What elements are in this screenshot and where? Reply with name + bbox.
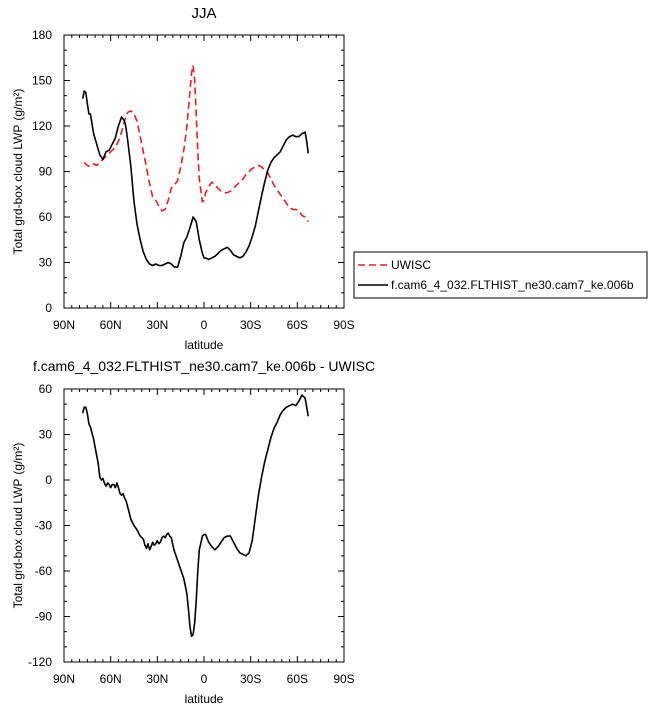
x-axis-label: latitude bbox=[185, 338, 224, 352]
chart-title: JJA bbox=[191, 5, 216, 22]
x-tick-label: 60N bbox=[100, 672, 122, 686]
x-tick-label: 30N bbox=[146, 318, 168, 332]
y-tick-label: 60 bbox=[39, 382, 53, 396]
x-tick-label: 30N bbox=[146, 672, 168, 686]
chart-title: f.cam6_4_032.FLTHIST_ne30.cam7_ke.006b -… bbox=[33, 358, 375, 374]
y-axis-label-unit: (g/m²) bbox=[11, 89, 25, 121]
y-tick-label: 0 bbox=[45, 473, 52, 487]
series-line-uwisc bbox=[83, 64, 309, 223]
x-tick-label: 0 bbox=[201, 672, 208, 686]
legend-label: f.cam6_4_032.FLTHIST_ne30.cam7_ke.006b bbox=[391, 278, 634, 292]
x-tick-label: 90N bbox=[53, 318, 75, 332]
y-tick-label: 30 bbox=[39, 428, 53, 442]
y-axis-label-text: Total grd-box cloud LWP bbox=[11, 479, 25, 609]
y-tick-label: -90 bbox=[35, 610, 53, 624]
y-tick-label: 180 bbox=[32, 28, 52, 42]
x-tick-label: 0 bbox=[201, 318, 208, 332]
x-tick-label: 30S bbox=[240, 318, 261, 332]
y-axis-label-unit: (g/m²) bbox=[11, 443, 25, 475]
series-line-1 bbox=[81, 394, 309, 637]
chart-2: f.cam6_4_032.FLTHIST_ne30.cam7_ke.006b -… bbox=[11, 358, 375, 706]
y-axis-label: Total grd-box cloud LWP (g/m²) bbox=[11, 89, 25, 255]
y-tick-label: 60 bbox=[39, 210, 53, 224]
y-axis-label-text: Total grd-box cloud LWP bbox=[11, 125, 25, 255]
x-tick-label: 60N bbox=[100, 318, 122, 332]
plot-frame bbox=[63, 34, 345, 309]
x-axis-label: latitude bbox=[185, 692, 224, 706]
legend-label: UWISC bbox=[391, 258, 431, 272]
x-tick-label: 90N bbox=[53, 672, 75, 686]
x-tick-label: 90S bbox=[333, 672, 354, 686]
x-tick-label: 90S bbox=[333, 318, 354, 332]
y-tick-label: 90 bbox=[39, 165, 53, 179]
x-tick-label: 60S bbox=[287, 672, 308, 686]
legend: UWISC f.cam6_4_032.FLTHIST_ne30.cam7_ke.0… bbox=[353, 251, 648, 299]
y-axis-label: Total grd-box cloud LWP (g/m²) bbox=[11, 443, 25, 609]
y-tick-label: -120 bbox=[28, 655, 52, 669]
y-tick-label: -30 bbox=[35, 519, 53, 533]
y-tick-label: 0 bbox=[45, 301, 52, 315]
series-line-f-cam6-4-032-flthist-ne30-cam7-ke-006b bbox=[81, 90, 309, 268]
x-tick-label: 60S bbox=[287, 318, 308, 332]
y-tick-label: 30 bbox=[39, 256, 53, 270]
y-tick-label: 120 bbox=[32, 119, 52, 133]
plot-frame bbox=[63, 388, 345, 663]
chart-1: JJA 90N 60N 30N 0 30S 60S 90S 0 30 60 90 120 150 180 la… bbox=[11, 5, 648, 352]
y-tick-label: -60 bbox=[35, 564, 53, 578]
legend-box bbox=[353, 251, 648, 299]
x-tick-label: 30S bbox=[240, 672, 261, 686]
y-tick-label: 150 bbox=[32, 74, 52, 88]
